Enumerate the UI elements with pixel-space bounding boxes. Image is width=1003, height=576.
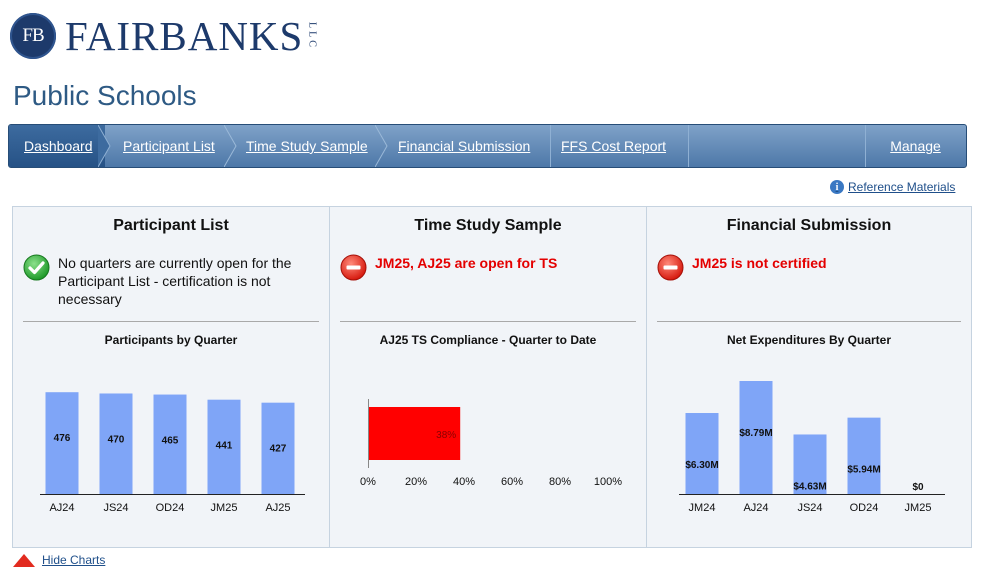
bar bbox=[153, 394, 187, 494]
data-label: $5.94M bbox=[847, 465, 880, 476]
nav-dashboard[interactable]: Dashboard bbox=[9, 125, 111, 167]
chevron-right-icon bbox=[224, 125, 238, 167]
tick-label: AJ24 bbox=[743, 502, 768, 514]
tick-label: JS24 bbox=[103, 502, 128, 514]
tick-label: JM25 bbox=[905, 502, 932, 514]
nav-spacer bbox=[688, 125, 866, 167]
bar bbox=[207, 399, 241, 494]
tick-label: JM25 bbox=[211, 502, 238, 514]
data-label: 427 bbox=[270, 444, 287, 455]
info-icon: i bbox=[830, 180, 844, 194]
logo-suffix: LLC bbox=[306, 22, 318, 50]
nav-ffs-cost-report[interactable]: FFS Cost Report bbox=[550, 125, 689, 167]
chart-title: Participants by Quarter bbox=[104, 333, 238, 347]
status-text: JM25, AJ25 are open for TS bbox=[375, 255, 558, 271]
collapse-triangle-icon bbox=[13, 554, 35, 567]
tick-label: OD24 bbox=[850, 502, 879, 514]
fairbanks-logo: FB FAIRBANKS LLC bbox=[10, 12, 317, 60]
nav-divider bbox=[550, 125, 551, 167]
hide-charts-link[interactable]: Hide Charts bbox=[12, 553, 105, 567]
tick-label: 0% bbox=[360, 476, 376, 488]
tick-label: 100% bbox=[594, 476, 622, 488]
logo-seal: FB bbox=[10, 13, 56, 59]
panel-title: Time Study Sample bbox=[414, 217, 562, 234]
financial-submission-panel: Financial Submission JM25 is not certifi… bbox=[647, 207, 971, 547]
page-title: Public Schools bbox=[13, 80, 197, 111]
panel-title: Participant List bbox=[113, 217, 229, 234]
bar bbox=[685, 413, 719, 494]
data-label: 441 bbox=[216, 441, 233, 452]
nav-financial-submission-label: Financial Submission bbox=[398, 138, 531, 154]
dashboard-panels: Participant List No quarters are current… bbox=[12, 206, 972, 548]
divider bbox=[340, 321, 636, 322]
bar bbox=[369, 407, 461, 460]
time-study-sample-panel: Time Study Sample JM25, AJ25 are open fo… bbox=[330, 207, 647, 547]
reference-materials-label: Reference Materials bbox=[848, 180, 956, 194]
ts-compliance-bar-chart: 38% 0% 20% 40% 60% 80% 100% bbox=[360, 399, 622, 488]
nav-participant-list-label: Participant List bbox=[123, 138, 215, 154]
nav-dashboard-label: Dashboard bbox=[24, 138, 93, 154]
tick-label: 60% bbox=[501, 476, 523, 488]
bar bbox=[793, 434, 827, 494]
chart-title: AJ25 TS Compliance - Quarter to Date bbox=[379, 333, 597, 347]
data-label: $4.63M bbox=[793, 481, 826, 492]
nav-time-study-sample[interactable]: Time Study Sample bbox=[231, 125, 388, 167]
bar bbox=[99, 393, 133, 494]
status-message: No quarters are currently open for the P… bbox=[23, 254, 319, 308]
tick-label: AJ24 bbox=[49, 502, 74, 514]
tick-label: 40% bbox=[453, 476, 475, 488]
chevron-right-icon bbox=[375, 125, 389, 167]
data-label: 38% bbox=[436, 430, 456, 441]
participants-bar-chart: 476 AJ24 470 JS24 465 OD24 441 JM25 427 AJ25 bbox=[40, 392, 305, 514]
participant-list-panel: Participant List No quarters are current… bbox=[13, 207, 330, 547]
nav-manage-label: Manage bbox=[890, 138, 941, 154]
nav-participant-list[interactable]: Participant List bbox=[105, 125, 237, 167]
no-entry-icon bbox=[340, 254, 367, 281]
net-expenditures-bar-chart: $6.30M JM24 $8.79M AJ24 $4.63M JS24 $5.94M OD24… bbox=[679, 381, 945, 514]
bar bbox=[261, 402, 295, 494]
check-icon bbox=[23, 254, 50, 281]
data-label: $6.30M bbox=[685, 460, 718, 471]
tick-label: 20% bbox=[405, 476, 427, 488]
nav-time-study-sample-label: Time Study Sample bbox=[246, 138, 368, 154]
chevron-right-icon bbox=[98, 125, 112, 167]
tick-label: OD24 bbox=[156, 502, 185, 514]
reference-materials-link[interactable]: i Reference Materials bbox=[830, 180, 955, 194]
tick-label: AJ25 bbox=[265, 502, 290, 514]
nav-divider bbox=[865, 125, 866, 167]
bar bbox=[45, 392, 79, 494]
divider bbox=[657, 321, 961, 322]
main-nav: Dashboard Participant List Time Study Sa… bbox=[8, 124, 967, 168]
bar bbox=[739, 381, 773, 494]
status-text: JM25 is not certified bbox=[692, 255, 827, 271]
tick-label: JS24 bbox=[797, 502, 822, 514]
data-label: $0 bbox=[912, 482, 924, 493]
nav-financial-submission[interactable]: Financial Submission bbox=[382, 125, 551, 167]
status-text: No quarters are currently open for the P… bbox=[58, 255, 292, 307]
data-label: $8.79M bbox=[739, 428, 772, 439]
hide-charts-label: Hide Charts bbox=[42, 553, 106, 567]
status-message: JM25 is not certified bbox=[657, 254, 961, 281]
data-label: 465 bbox=[162, 436, 179, 447]
nav-divider bbox=[688, 125, 689, 167]
nav-ffs-cost-report-label: FFS Cost Report bbox=[561, 138, 667, 154]
logo-name: FAIRBANKS bbox=[65, 12, 304, 59]
divider bbox=[23, 321, 319, 322]
status-message: JM25, AJ25 are open for TS bbox=[340, 254, 636, 281]
bar bbox=[847, 417, 881, 494]
data-label: 476 bbox=[54, 433, 71, 444]
chart-title: Net Expenditures By Quarter bbox=[726, 333, 892, 347]
data-label: 470 bbox=[108, 434, 125, 445]
tick-label: 80% bbox=[549, 476, 571, 488]
nav-manage[interactable]: Manage bbox=[865, 125, 966, 167]
panel-title: Financial Submission bbox=[726, 217, 892, 234]
tick-label: JM24 bbox=[689, 502, 716, 514]
no-entry-icon bbox=[657, 254, 684, 281]
